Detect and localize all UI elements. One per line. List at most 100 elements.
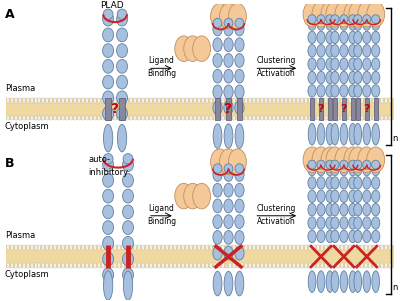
Bar <box>297 98 299 103</box>
Ellipse shape <box>326 160 334 169</box>
Bar <box>158 263 160 268</box>
Bar <box>333 263 335 268</box>
Bar <box>182 245 184 250</box>
Bar <box>118 263 120 268</box>
Ellipse shape <box>224 69 233 83</box>
Ellipse shape <box>326 163 334 176</box>
Ellipse shape <box>228 149 246 175</box>
Ellipse shape <box>235 271 244 296</box>
Bar <box>285 98 287 103</box>
Bar <box>389 98 391 103</box>
Bar <box>22 98 24 103</box>
Ellipse shape <box>235 215 244 228</box>
Bar <box>389 245 391 250</box>
Ellipse shape <box>312 2 330 27</box>
Ellipse shape <box>235 168 244 182</box>
Ellipse shape <box>308 15 316 24</box>
Bar <box>78 263 80 268</box>
Bar <box>310 98 314 120</box>
Ellipse shape <box>326 71 334 84</box>
Bar <box>365 263 367 268</box>
Bar <box>138 245 140 250</box>
Ellipse shape <box>326 18 334 30</box>
Bar <box>238 263 240 268</box>
Text: auto-: auto- <box>88 155 110 164</box>
Ellipse shape <box>224 101 233 114</box>
Ellipse shape <box>308 203 316 216</box>
Bar <box>257 116 259 120</box>
Bar <box>234 263 236 268</box>
Bar <box>269 98 271 103</box>
Ellipse shape <box>349 160 357 169</box>
Bar <box>337 116 339 120</box>
Bar <box>389 116 391 120</box>
Bar <box>98 98 100 103</box>
Bar <box>206 245 208 250</box>
Bar <box>313 245 315 250</box>
Bar <box>242 98 244 103</box>
Bar <box>178 263 180 268</box>
Ellipse shape <box>363 71 371 84</box>
Bar <box>30 98 32 103</box>
Ellipse shape <box>317 271 325 293</box>
Ellipse shape <box>354 58 362 70</box>
Ellipse shape <box>104 271 113 300</box>
Ellipse shape <box>210 3 228 29</box>
Bar <box>150 116 152 120</box>
Bar <box>277 263 279 268</box>
Bar <box>226 116 228 120</box>
Ellipse shape <box>308 177 316 189</box>
Ellipse shape <box>340 58 348 70</box>
Bar <box>58 116 60 120</box>
Ellipse shape <box>358 2 376 27</box>
Bar <box>194 98 196 103</box>
Ellipse shape <box>340 177 348 189</box>
Bar <box>297 245 299 250</box>
Bar <box>357 98 359 103</box>
Ellipse shape <box>340 18 348 30</box>
Bar <box>238 116 240 120</box>
Bar <box>98 245 100 250</box>
Bar <box>333 116 335 120</box>
Bar <box>38 245 40 250</box>
Ellipse shape <box>349 18 357 30</box>
Ellipse shape <box>326 147 344 172</box>
Ellipse shape <box>321 147 339 172</box>
Bar <box>305 263 307 268</box>
Bar <box>309 116 311 120</box>
Bar <box>361 245 363 250</box>
Bar <box>317 116 319 120</box>
Ellipse shape <box>372 190 380 203</box>
Ellipse shape <box>349 85 357 97</box>
Bar <box>305 98 307 103</box>
Bar <box>269 263 271 268</box>
Bar <box>54 116 56 120</box>
Bar <box>214 263 216 268</box>
Ellipse shape <box>317 177 325 189</box>
Bar <box>206 263 208 268</box>
Bar <box>46 263 48 268</box>
Ellipse shape <box>303 2 321 27</box>
Ellipse shape <box>317 71 325 84</box>
Bar <box>142 263 144 268</box>
Bar <box>22 116 24 120</box>
Text: Cytoplasm: Cytoplasm <box>5 270 49 279</box>
Ellipse shape <box>210 149 228 175</box>
Bar <box>6 245 394 268</box>
Ellipse shape <box>331 190 339 203</box>
Ellipse shape <box>354 85 362 97</box>
Ellipse shape <box>317 190 325 203</box>
Ellipse shape <box>308 271 316 293</box>
Ellipse shape <box>372 203 380 216</box>
Ellipse shape <box>103 154 113 164</box>
Bar <box>114 245 116 250</box>
Bar <box>249 263 251 268</box>
Ellipse shape <box>340 123 348 145</box>
Ellipse shape <box>354 71 362 84</box>
Bar <box>293 263 295 268</box>
Ellipse shape <box>235 124 244 148</box>
Bar <box>230 263 232 268</box>
Ellipse shape <box>317 163 325 176</box>
Ellipse shape <box>117 9 127 20</box>
Bar <box>257 98 259 103</box>
